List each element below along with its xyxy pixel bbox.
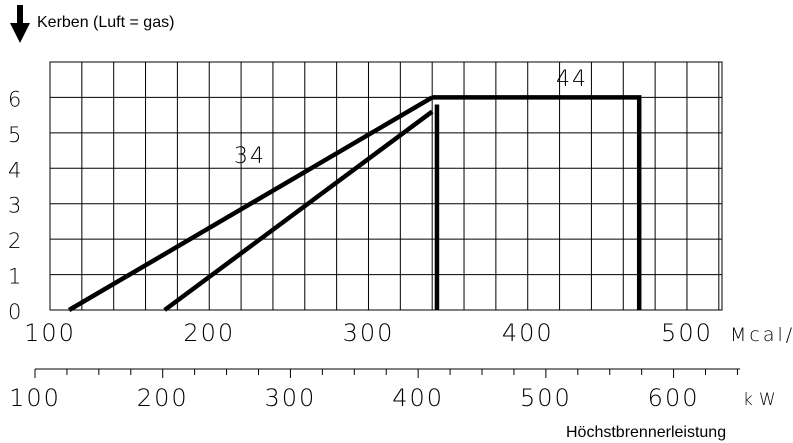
x-tick-label: 500 bbox=[661, 319, 713, 347]
kw-axis: 100 200 300 400 500 600 bbox=[9, 368, 740, 412]
x-unit-secondary: kW bbox=[743, 390, 782, 410]
y-tick-label: 0 bbox=[8, 300, 21, 324]
x-tick-label: 100 bbox=[24, 319, 76, 347]
series-lines: 34 44 bbox=[67, 67, 642, 312]
series-label-34: 34 bbox=[234, 144, 266, 169]
series-label-44: 44 bbox=[556, 67, 588, 92]
down-arrow-icon bbox=[10, 5, 30, 43]
kw-tick-label: 500 bbox=[520, 384, 572, 412]
y-tick-label: 3 bbox=[8, 194, 21, 218]
x-unit-primary: Mcal/h bbox=[730, 324, 793, 346]
kw-tick-label: 300 bbox=[265, 384, 317, 412]
x-tick-label: 200 bbox=[183, 319, 235, 347]
x-axis-tick-labels: 100 200 300 400 500 bbox=[24, 319, 713, 347]
y-tick-label: 2 bbox=[8, 229, 21, 253]
y-tick-label: 4 bbox=[8, 158, 21, 182]
y-tick-label: 5 bbox=[8, 123, 21, 147]
kw-tick-label: 100 bbox=[9, 384, 61, 412]
kw-tick-label: 600 bbox=[648, 384, 700, 412]
kw-tick-label: 400 bbox=[392, 384, 444, 412]
series-line-2 bbox=[163, 109, 434, 312]
series-line-4 bbox=[432, 95, 642, 310]
y-tick-label: 6 bbox=[8, 87, 21, 111]
series-line-1 bbox=[67, 95, 434, 312]
x-tick-label: 300 bbox=[343, 319, 395, 347]
footer-label: Höchstbrennerleistung bbox=[566, 424, 726, 441]
y-tick-label: 1 bbox=[8, 265, 21, 289]
kw-tick-label: 200 bbox=[137, 384, 189, 412]
x-tick-label: 400 bbox=[502, 319, 554, 347]
y-axis-tick-labels: 0 1 2 3 4 5 6 bbox=[8, 87, 21, 324]
chart-title: Kerben (Luft = gas) bbox=[37, 14, 174, 31]
